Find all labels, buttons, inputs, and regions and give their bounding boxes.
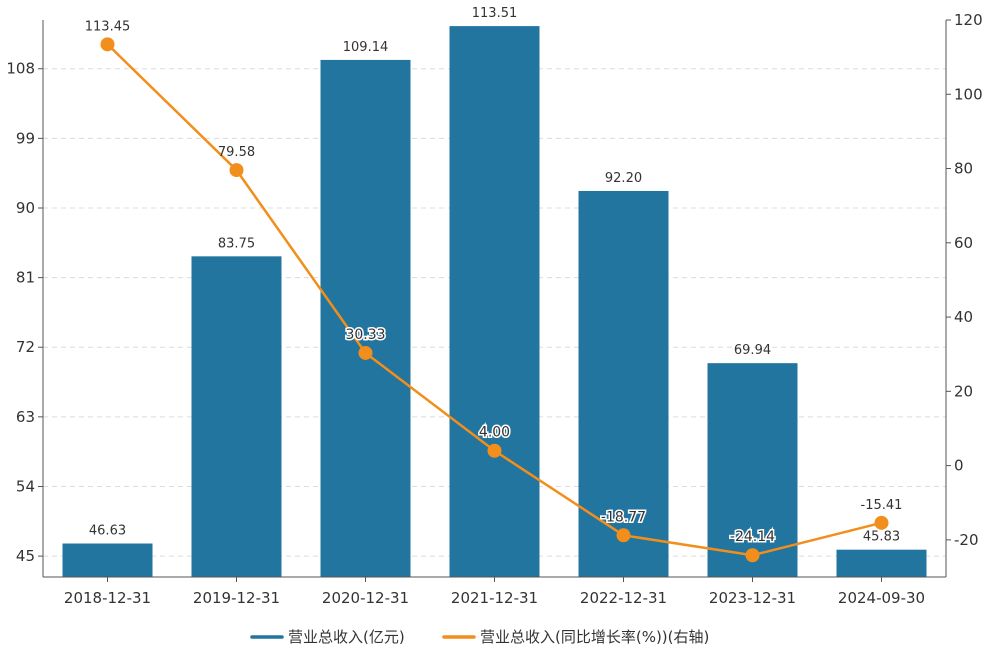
y-right-tick-label: 40 (954, 308, 973, 326)
bar-series (62, 26, 927, 578)
legend-label: 营业总收入(同比增长率(%))(右轴) (480, 628, 709, 646)
y-left-tick-label: 45 (16, 547, 35, 565)
y-left-tick-label: 63 (16, 408, 35, 426)
y-right-tick-label: 60 (954, 234, 973, 252)
bar-value-label: 92.20 (605, 171, 642, 186)
x-tick-label: 2019-12-31 (193, 589, 280, 607)
legend-item: 营业总收入(亿元) (250, 628, 405, 646)
x-tick-label: 2024-09-30 (838, 589, 925, 607)
y-right-tick-label: 0 (954, 457, 964, 475)
bar (191, 256, 282, 577)
line-point (874, 515, 889, 530)
bar (707, 363, 798, 577)
x-tick-label: 2020-12-31 (322, 589, 409, 607)
bar (320, 59, 411, 577)
y-left-tick-label: 108 (6, 60, 35, 78)
y-left-tick-label: 90 (16, 199, 35, 217)
line-value-label: 79.58 (218, 145, 255, 160)
y-left-tick-label: 72 (16, 338, 35, 356)
y-right-tick-label: -20 (954, 531, 979, 549)
line-value-label: -18.77 (601, 509, 646, 525)
data-labels: 46.63 83.75 109.14 113.51 92.20 69.94 45.83 113… (85, 6, 903, 547)
x-tick-label: 2018-12-31 (64, 589, 151, 607)
line-point (487, 443, 502, 458)
y-right-tick-label: 120 (954, 11, 983, 29)
axes: 45 54 63 72 81 90 99 108 -20 0 20 40 60 80 100 120 2018-… (6, 11, 982, 607)
bar-value-label: 46.63 (89, 524, 126, 539)
y-right-tick-label: 80 (954, 160, 973, 178)
bar-value-label: 113.51 (472, 6, 518, 21)
line-point (100, 37, 115, 52)
y-left-tick-label: 99 (16, 129, 35, 147)
x-tick-label: 2023-12-31 (709, 589, 796, 607)
line-point (358, 345, 373, 360)
y-right-tick-label: 100 (954, 85, 983, 103)
bar (449, 26, 540, 578)
bar-value-label: 83.75 (218, 236, 255, 251)
line-value-label: 4.00 (479, 425, 510, 441)
bar (836, 549, 927, 577)
bar-value-label: 109.14 (343, 40, 389, 55)
x-tick-label: 2021-12-31 (451, 589, 538, 607)
line-point (616, 528, 631, 543)
line-value-label: 30.33 (345, 327, 385, 343)
bar (62, 543, 153, 577)
legend-item: 营业总收入(同比增长率(%))(右轴) (442, 628, 709, 646)
line-value-label: -15.41 (861, 498, 903, 513)
bar-value-label: 45.83 (863, 530, 900, 545)
bar-value-label: 69.94 (734, 343, 771, 358)
y-right-tick-label: 20 (954, 382, 973, 400)
bar (578, 190, 669, 577)
line-value-label: 113.45 (85, 19, 131, 34)
y-left-tick-label: 54 (16, 477, 35, 495)
x-tick-label: 2022-12-31 (580, 589, 667, 607)
line-series (100, 37, 889, 563)
line-point (229, 163, 244, 178)
line-value-label: -24.14 (730, 529, 775, 545)
y-left-tick-label: 81 (16, 269, 35, 287)
line-point (745, 548, 760, 563)
legend-label: 营业总收入(亿元) (288, 628, 405, 646)
legend: 营业总收入(亿元) 营业总收入(同比增长率(%))(右轴) (250, 628, 709, 646)
